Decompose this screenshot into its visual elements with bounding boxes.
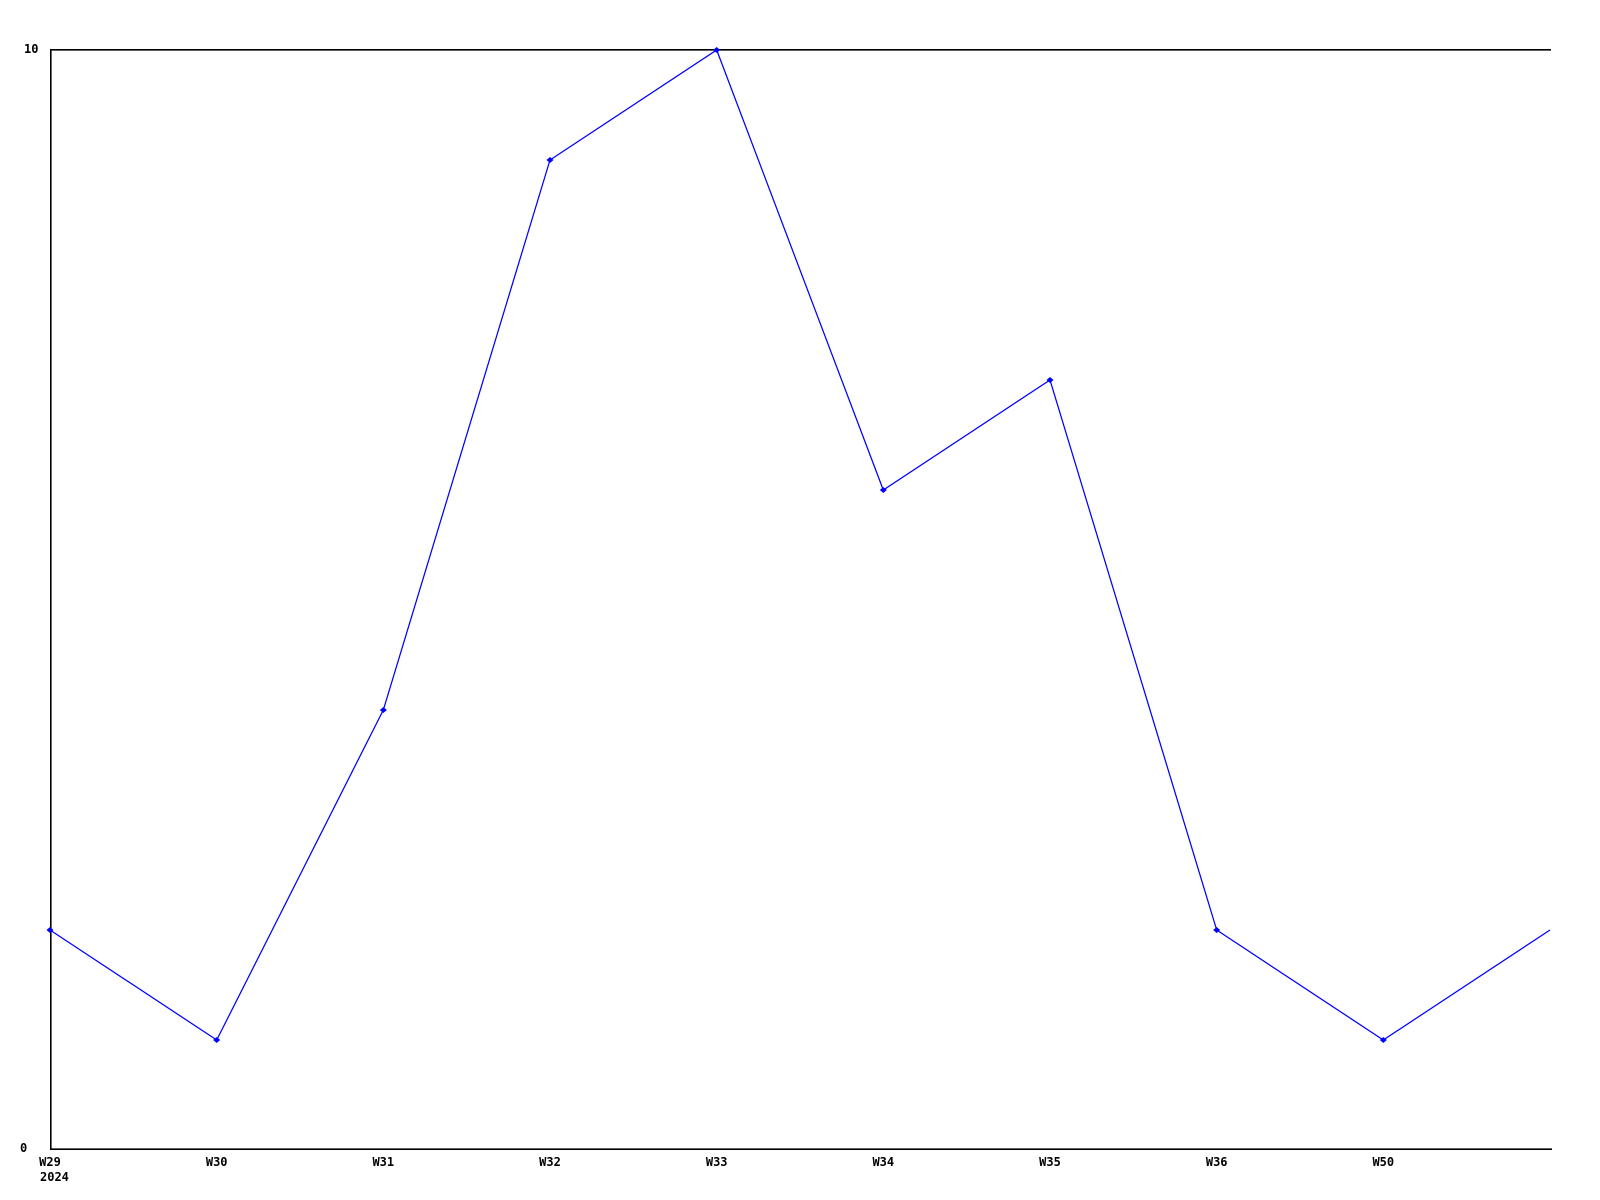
x-axis-label-w32: W32	[539, 1155, 561, 1169]
x-axis-label-w50: W50	[1372, 1155, 1395, 1169]
data-point-marker	[879, 487, 887, 493]
data-point-marker	[1046, 377, 1054, 383]
x-axis-label-w34: W34	[872, 1155, 895, 1169]
axis-frame	[50, 49, 1552, 1150]
data-line	[49, 49, 1551, 1041]
x-axis-year-label: 2024	[40, 1170, 69, 1184]
data-point-marker	[213, 1037, 221, 1043]
y-axis-max-label: 10	[24, 42, 39, 56]
x-axis-label-w35: W35	[1039, 1155, 1061, 1169]
data-point-marker	[1379, 1037, 1387, 1043]
x-axis-label-w36: W36	[1205, 1155, 1228, 1169]
data-point-marker	[713, 47, 721, 53]
x-axis-label-w33: W33	[705, 1155, 728, 1169]
y-axis-min-label: 0	[20, 1141, 28, 1155]
data-point-marker	[46, 927, 54, 933]
data-point-marker	[546, 157, 554, 163]
x-axis-label-w29: W29	[39, 1155, 61, 1169]
data-point-marker	[379, 707, 387, 713]
x-axis-label-w31: W31	[372, 1155, 395, 1169]
data-point-marker	[1213, 927, 1221, 933]
x-axis-label-w30: W30	[205, 1155, 228, 1169]
